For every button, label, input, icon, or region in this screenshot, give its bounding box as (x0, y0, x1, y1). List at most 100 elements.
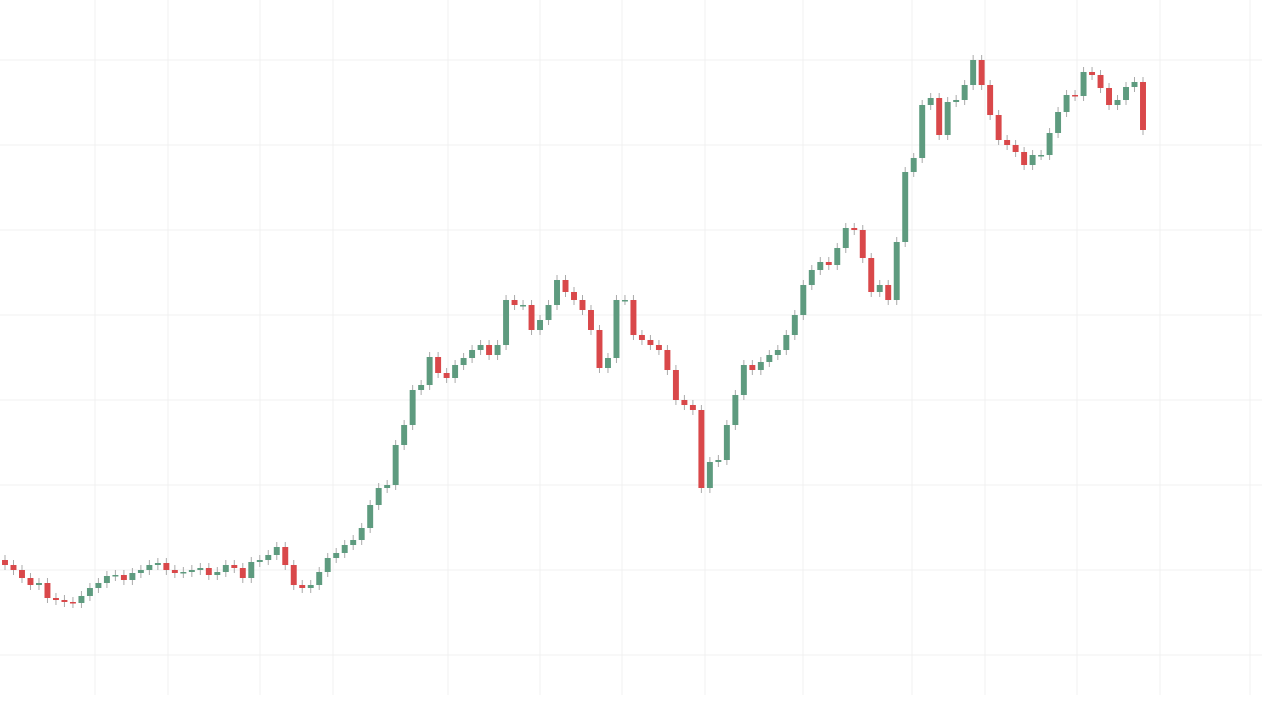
candle-body (604, 358, 611, 368)
candle-body (1046, 133, 1053, 155)
candle-body (341, 545, 348, 553)
candle-body (503, 300, 510, 345)
candle-body (528, 305, 535, 330)
candle-body (655, 345, 662, 350)
candle-body (749, 365, 756, 370)
candle-body (265, 555, 272, 560)
candle-body (698, 410, 705, 488)
candle-body (817, 262, 824, 270)
candle-body (137, 570, 144, 573)
candle-body (52, 598, 59, 600)
candle-body (664, 350, 671, 370)
candle-body (1106, 88, 1113, 105)
candle-body (978, 60, 985, 85)
candle-body (783, 335, 790, 350)
candle-body (876, 285, 883, 292)
candle-body (953, 100, 960, 102)
candle-body (1123, 87, 1129, 100)
candle-body (579, 300, 586, 310)
candle-body (868, 258, 875, 292)
candle-body (647, 340, 654, 345)
candle-body (154, 563, 161, 565)
candle-body (477, 345, 484, 350)
candle-body (180, 572, 187, 574)
candle-body (256, 560, 263, 562)
candle-body (290, 565, 297, 585)
candle-body (1012, 145, 1019, 152)
candle-body (10, 565, 17, 570)
candle-body (545, 305, 552, 320)
candle-body (460, 358, 467, 365)
candle-body (715, 460, 722, 462)
candle-body (825, 262, 832, 265)
candle-body (1140, 82, 1146, 130)
candle-body (333, 553, 340, 558)
candle-body (859, 230, 866, 258)
candle-body (401, 425, 408, 445)
candle-body (732, 395, 739, 425)
candle-body (1072, 95, 1079, 97)
candle-body (1038, 155, 1045, 157)
candle-body (520, 305, 527, 307)
candle-body (571, 292, 577, 300)
candle-body (222, 565, 229, 572)
candle-body (35, 583, 42, 585)
candle-body (596, 330, 603, 368)
candle-body (171, 570, 178, 573)
candle-body (307, 585, 314, 588)
candle-body (273, 547, 280, 555)
candle-body (800, 285, 807, 315)
candle-body (367, 505, 374, 528)
candle-body (95, 583, 102, 588)
candle-body (163, 563, 170, 570)
candle-body (902, 172, 909, 242)
candle-body (27, 578, 34, 585)
candle-body (562, 280, 569, 292)
candle-body (511, 300, 518, 305)
candle-body (1114, 100, 1121, 105)
candle-body (588, 310, 594, 330)
candle-body (469, 350, 476, 358)
candle-body (78, 596, 85, 603)
candle-body (418, 385, 425, 390)
candle-body (86, 588, 93, 596)
candle-body (1097, 75, 1104, 88)
candle-body (672, 370, 679, 400)
candle-body (1089, 72, 1096, 75)
candle-body (426, 357, 433, 385)
candle-body (851, 228, 858, 230)
candle-body (188, 570, 195, 572)
candle-body (214, 572, 221, 575)
candle-body (435, 357, 442, 373)
candle-body (944, 102, 951, 135)
candle-body (392, 445, 399, 485)
candle-body (358, 528, 365, 540)
candle-body (630, 300, 637, 335)
candle-body (740, 365, 747, 395)
candle-body (537, 320, 544, 330)
candle-body (248, 562, 255, 578)
candle-body (706, 462, 713, 488)
candle-body (1080, 72, 1087, 96)
candle-body (842, 228, 849, 248)
candle-body (494, 345, 501, 355)
candle-body (1055, 112, 1062, 133)
candle-body (316, 572, 323, 585)
candle-body (69, 602, 76, 604)
candle-body (231, 565, 238, 568)
candle-body (987, 85, 994, 115)
candle-body (1131, 82, 1138, 87)
candle-body (44, 583, 51, 598)
candle-body (197, 568, 204, 570)
candle-body (1029, 155, 1036, 165)
candle-body (885, 285, 892, 300)
candle-body (1021, 152, 1028, 165)
candle-body (1004, 140, 1011, 145)
candle-body (103, 576, 110, 583)
candle-body (927, 98, 934, 105)
candle-body (486, 345, 493, 355)
candle-body (995, 115, 1002, 140)
candle-body (681, 400, 688, 405)
candle-body (2, 560, 8, 565)
